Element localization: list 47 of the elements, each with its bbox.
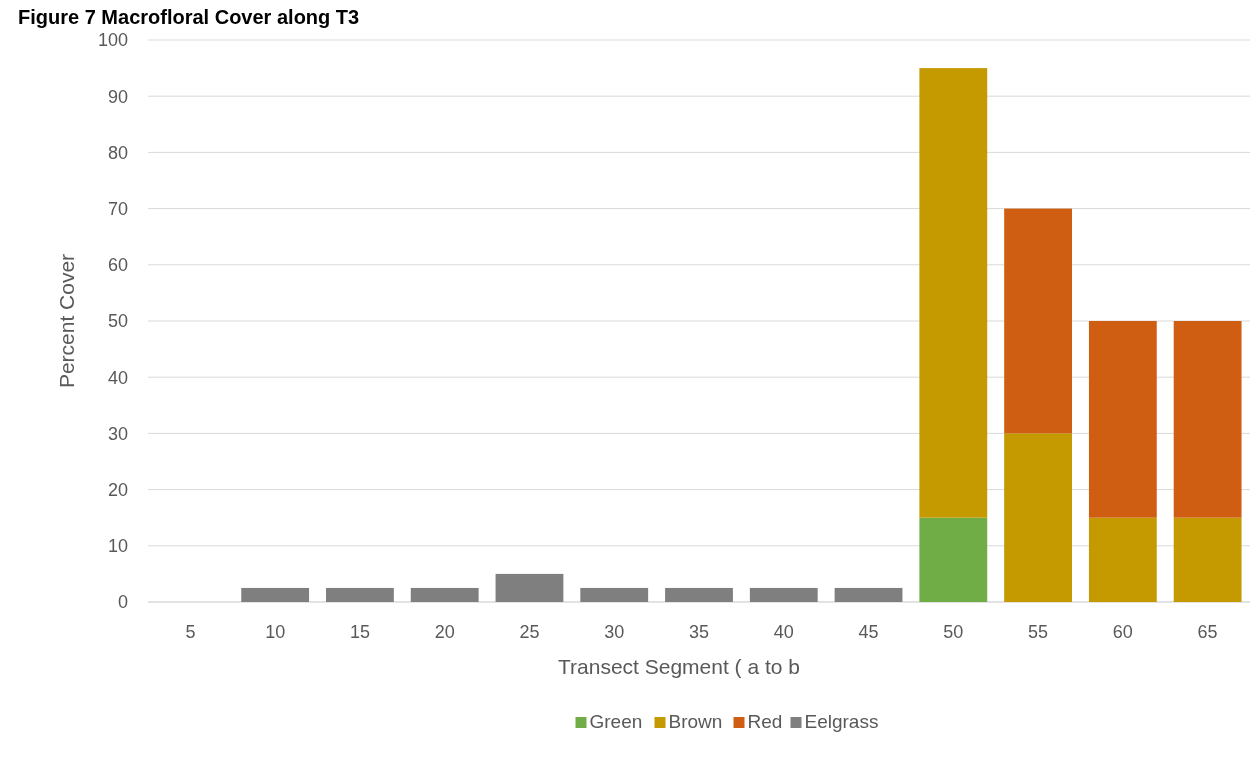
y-axis-title: Percent Cover xyxy=(55,253,78,389)
x-tick-label: 60 xyxy=(1112,622,1133,642)
y-tick-label: 30 xyxy=(107,423,128,444)
bar xyxy=(410,587,479,602)
x-tick-label: 40 xyxy=(773,622,794,642)
bar xyxy=(1173,321,1242,518)
bar xyxy=(919,517,988,602)
x-axis-title: Transect Segment ( a to b xyxy=(557,655,801,678)
x-tick-label: 10 xyxy=(265,622,286,642)
x-tick-label: 30 xyxy=(604,622,625,642)
bar xyxy=(326,587,394,602)
y-tick-label: 10 xyxy=(107,536,128,557)
bar xyxy=(1004,433,1072,602)
bar xyxy=(919,68,988,518)
legend-label: Green xyxy=(589,711,643,732)
bar xyxy=(1173,517,1242,602)
y-tick-label: 0 xyxy=(117,592,128,613)
legend-label: Brown xyxy=(668,711,723,732)
legend-label: Eelgrass xyxy=(804,711,879,732)
y-tick-label: 70 xyxy=(107,198,128,219)
bar xyxy=(1088,517,1157,602)
x-tick-label: 50 xyxy=(943,622,964,642)
legend-label: Red xyxy=(747,711,783,732)
y-tick-label: 40 xyxy=(107,367,128,388)
x-tick-label: 65 xyxy=(1197,622,1218,642)
y-tick-label: 90 xyxy=(107,86,128,107)
bar xyxy=(665,587,733,602)
bar xyxy=(241,587,310,602)
bar xyxy=(749,587,818,602)
y-tick-label: 50 xyxy=(107,311,128,332)
y-tick-label: 80 xyxy=(107,142,128,163)
chart-title: Figure 7 Macrofloral Cover along T3 xyxy=(18,6,360,28)
y-tick-label: 100 xyxy=(97,30,128,51)
bar xyxy=(1088,321,1157,518)
x-tick-label: 15 xyxy=(349,622,370,642)
y-tick-label: 60 xyxy=(107,255,128,276)
x-tick-label: 20 xyxy=(434,622,455,642)
x-tick-label: 5 xyxy=(185,622,196,642)
bar xyxy=(580,587,649,602)
y-tick-label: 20 xyxy=(107,479,128,500)
x-tick-label: 25 xyxy=(519,622,540,642)
x-tick-label: 45 xyxy=(858,622,879,642)
bar xyxy=(1004,208,1072,434)
x-tick-label: 55 xyxy=(1028,622,1049,642)
bar xyxy=(834,587,903,602)
x-tick-label: 35 xyxy=(688,622,710,642)
bar xyxy=(495,573,564,602)
